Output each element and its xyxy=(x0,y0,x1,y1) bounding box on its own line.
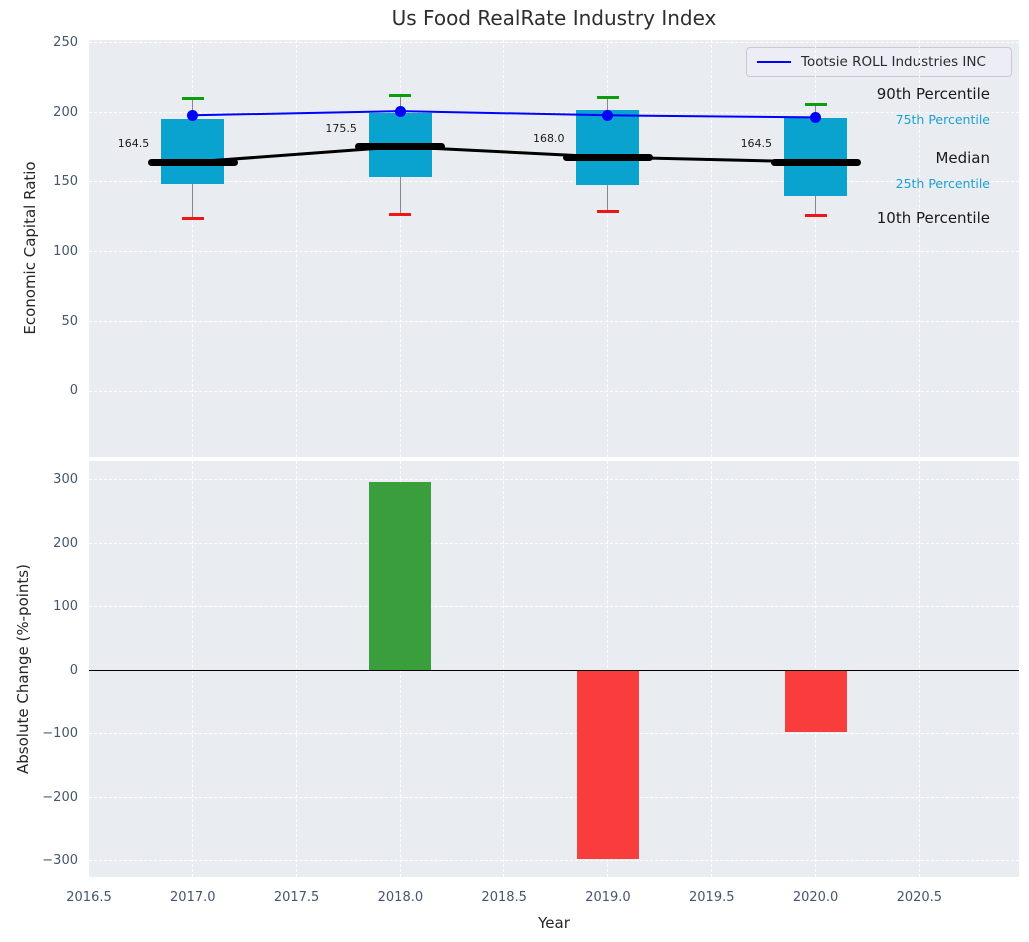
iqr-box xyxy=(784,118,848,197)
gridline-horizontal xyxy=(89,479,1019,481)
y-tick-label: 100 xyxy=(53,243,78,259)
y-tick-label: 150 xyxy=(53,174,78,190)
y-tick-label: −300 xyxy=(42,853,78,869)
company-marker xyxy=(187,109,199,121)
gridline-vertical xyxy=(814,40,816,457)
median-segment xyxy=(562,153,653,161)
percentile-annotation: 75th Percentile xyxy=(895,112,990,127)
change-bar xyxy=(784,670,847,733)
p90-cap xyxy=(596,95,619,99)
x-tick-label: 2017.5 xyxy=(273,890,320,905)
y-tick-label: 200 xyxy=(53,104,78,120)
gridline-vertical xyxy=(918,40,920,457)
gridline-vertical xyxy=(710,40,712,457)
percentile-annotation: 10th Percentile xyxy=(876,209,990,227)
gridline-vertical xyxy=(607,40,609,457)
bottom-axes xyxy=(89,461,1019,877)
percentile-annotation: 90th Percentile xyxy=(876,85,990,103)
x-axis-label: Year xyxy=(538,914,570,932)
legend-line-icon xyxy=(757,61,791,63)
gridline-vertical xyxy=(607,461,609,877)
x-tick-label: 2019.0 xyxy=(585,890,631,905)
x-tick-label: 2018.0 xyxy=(377,890,424,905)
gridline-vertical xyxy=(814,461,816,877)
y-tick-label: −200 xyxy=(42,789,78,805)
legend: Tootsie ROLL Industries INC xyxy=(746,47,1012,77)
percentile-annotation: 25th Percentile xyxy=(895,176,990,191)
y-tick-label: 200 xyxy=(53,535,78,551)
p10-cap xyxy=(389,212,412,216)
median-segment xyxy=(770,158,861,166)
company-marker xyxy=(810,111,822,123)
gridline-vertical xyxy=(918,461,920,877)
x-tick-label: 2020.5 xyxy=(896,890,943,905)
gridline-horizontal xyxy=(89,606,1019,608)
median-segment xyxy=(355,143,446,151)
gridline-vertical xyxy=(710,461,712,877)
median-connector-line xyxy=(192,145,816,164)
p90-cap xyxy=(181,97,204,101)
iqr-box xyxy=(576,109,640,186)
gridline-horizontal xyxy=(89,181,1019,183)
gridline-vertical xyxy=(503,40,505,457)
top-chart-lines xyxy=(192,110,816,164)
gridline-horizontal xyxy=(89,251,1019,253)
x-tick-label: 2018.5 xyxy=(481,890,527,905)
gridline-horizontal xyxy=(89,860,1019,862)
iqr-box xyxy=(161,119,225,184)
gridline-horizontal xyxy=(89,111,1019,113)
median-value-label: 175.5 xyxy=(325,121,357,135)
gridline-horizontal xyxy=(89,41,1019,43)
gridline-vertical xyxy=(191,461,193,877)
median-value-label: 164.5 xyxy=(117,137,150,151)
p90-cap xyxy=(389,94,412,98)
gridline-horizontal xyxy=(89,390,1019,392)
chart-title: Us Food RealRate Industry Index xyxy=(391,6,717,30)
gridline-vertical xyxy=(503,461,505,877)
gridline-horizontal xyxy=(89,733,1019,735)
p10-cap xyxy=(596,210,619,214)
gridline-vertical xyxy=(191,40,193,457)
company-marker xyxy=(602,109,614,121)
gridline-horizontal xyxy=(89,542,1019,544)
y-tick-label: 250 xyxy=(53,34,78,50)
zero-line xyxy=(89,669,1019,672)
p90-cap xyxy=(804,102,827,106)
y-tick-label: 300 xyxy=(53,472,78,488)
top-axes xyxy=(89,40,1019,457)
x-tick-label: 2020.0 xyxy=(792,890,839,905)
x-tick-label: 2016.5 xyxy=(66,890,112,905)
company-line xyxy=(192,110,816,119)
p10-cap xyxy=(181,217,204,220)
gridline-vertical xyxy=(399,40,401,457)
legend-label: Tootsie ROLL Industries INC xyxy=(801,54,986,70)
y-tick-label: 100 xyxy=(53,599,78,615)
gridline-vertical xyxy=(295,461,297,877)
gridline-vertical xyxy=(295,40,297,457)
y-tick-label: 0 xyxy=(69,662,78,678)
y-tick-label: 50 xyxy=(61,313,78,329)
median-value-label: 168.0 xyxy=(532,132,565,146)
gridline-horizontal xyxy=(89,320,1019,322)
change-bar xyxy=(369,481,432,671)
y-tick-label: −100 xyxy=(42,726,78,742)
x-tick-label: 2017.0 xyxy=(170,890,216,905)
median-value-label: 164.5 xyxy=(740,137,773,151)
company-marker xyxy=(394,105,406,117)
change-bar xyxy=(576,670,639,860)
x-tick-label: 2019.5 xyxy=(689,890,735,905)
median-segment xyxy=(147,158,238,166)
percentile-annotation: Median xyxy=(935,149,990,167)
y-tick-label: 0 xyxy=(69,383,78,399)
p10-cap xyxy=(804,214,827,218)
gridline-horizontal xyxy=(89,796,1019,798)
